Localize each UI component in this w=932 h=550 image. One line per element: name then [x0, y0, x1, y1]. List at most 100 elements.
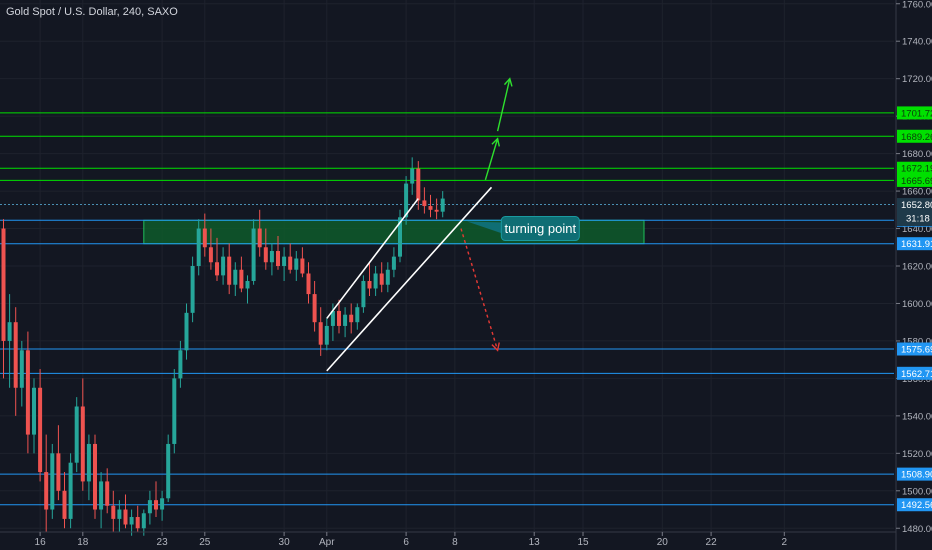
candle	[257, 209, 262, 257]
level-price-badge	[897, 106, 932, 120]
candle	[221, 247, 226, 285]
candle	[288, 243, 293, 274]
candle-body	[62, 490, 67, 519]
candle	[135, 505, 140, 532]
candle	[68, 453, 73, 529]
candle	[196, 219, 201, 276]
candle	[129, 509, 134, 536]
candle	[86, 434, 91, 501]
candle-body	[32, 387, 36, 435]
candle	[294, 251, 299, 281]
candle-body	[385, 269, 390, 285]
candle-body	[306, 273, 311, 295]
bar-countdown-label: 31:18	[906, 214, 930, 225]
price-tick-label: 1580.00	[902, 336, 932, 347]
price-tick-label: 1660.00	[902, 187, 932, 198]
candle-body	[208, 247, 213, 263]
candle	[434, 198, 439, 220]
candle-body	[233, 269, 238, 285]
candle-body	[263, 247, 268, 263]
candle-body	[135, 517, 140, 529]
candle-body	[318, 322, 323, 345]
candle	[404, 176, 409, 225]
level-price-badge	[897, 498, 932, 512]
candle	[38, 369, 43, 482]
time-tick-label: 13	[529, 537, 541, 548]
level-price-label: 1575.69	[901, 345, 932, 356]
level-price-badge	[897, 129, 932, 143]
price-tick-label: 1520.00	[902, 449, 932, 460]
candle-body	[147, 500, 152, 514]
candle-body	[404, 183, 409, 218]
candle-body	[13, 322, 18, 388]
time-tick-label: 22	[706, 537, 718, 548]
candle-body	[343, 314, 348, 326]
callout-text: turning point	[505, 221, 577, 236]
candle-body	[117, 509, 122, 519]
time-tick-label: 18	[77, 537, 89, 548]
drawings-layer: turning point	[326, 77, 580, 372]
candle	[80, 378, 85, 491]
candle-body	[93, 443, 97, 510]
candle-body	[367, 280, 372, 289]
level-price-label: 1689.26	[901, 132, 932, 143]
channel-upper-line[interactable]	[326, 198, 419, 319]
candle	[32, 378, 36, 454]
candle-body	[428, 206, 433, 210]
time-tick-label: 2	[782, 537, 788, 548]
time-tick-label: 8	[452, 537, 458, 548]
level-price-label: 1508.90	[901, 470, 932, 481]
candle-body	[190, 266, 195, 313]
candle-body	[251, 228, 256, 281]
candle-body	[105, 481, 110, 506]
candle	[324, 318, 329, 351]
candle-body	[38, 387, 43, 473]
candle-body	[141, 513, 146, 529]
candle	[318, 307, 323, 356]
candle	[263, 228, 268, 270]
candle	[410, 157, 415, 195]
candle-body	[221, 256, 226, 276]
candle-body	[239, 269, 244, 289]
candle-body	[68, 462, 73, 519]
candle	[251, 219, 256, 285]
candle-body	[7, 322, 12, 341]
candle	[166, 434, 171, 503]
level-price-label: 1701.72	[901, 108, 932, 119]
candle	[269, 243, 274, 276]
candle	[398, 209, 402, 263]
price-tick-label: 1500.00	[902, 486, 932, 497]
candle-body	[324, 325, 329, 345]
candle-body	[379, 273, 384, 285]
price-tick-label: 1740.00	[902, 37, 932, 48]
candle	[190, 256, 195, 323]
arrow-head	[491, 137, 500, 147]
candle	[111, 490, 116, 532]
candle-body	[288, 256, 293, 270]
level-price-label: 1492.56	[901, 500, 932, 511]
price-tick-label: 1640.00	[902, 224, 932, 235]
candle	[337, 299, 341, 334]
candle-body	[1, 228, 6, 341]
candle	[141, 509, 146, 536]
channel-lower-line[interactable]	[326, 186, 493, 372]
candle-body	[74, 406, 79, 463]
time-axis[interactable]: 16 18 23 25 30 Apr 6 8 13 15 20 22 2	[0, 531, 896, 548]
green-arrow[interactable]	[496, 77, 513, 132]
level-price-label: 1665.69	[901, 176, 932, 187]
price-axis[interactable]: 1480.001500.001520.001540.001560.001580.…	[895, 0, 932, 550]
candle	[184, 303, 189, 360]
price-tick-label: 1540.00	[902, 411, 932, 422]
red-arrow[interactable]	[460, 228, 500, 352]
candle-body	[257, 228, 262, 248]
time-tick-label: 30	[279, 537, 291, 548]
time-tick-label: 23	[157, 537, 169, 548]
candle-body	[294, 258, 299, 270]
candle-body	[440, 198, 445, 212]
candle	[154, 481, 158, 518]
candle-body	[86, 443, 91, 482]
candle-body	[422, 200, 427, 207]
callout-box[interactable]	[500, 216, 580, 242]
green-arrow[interactable]	[484, 137, 500, 181]
